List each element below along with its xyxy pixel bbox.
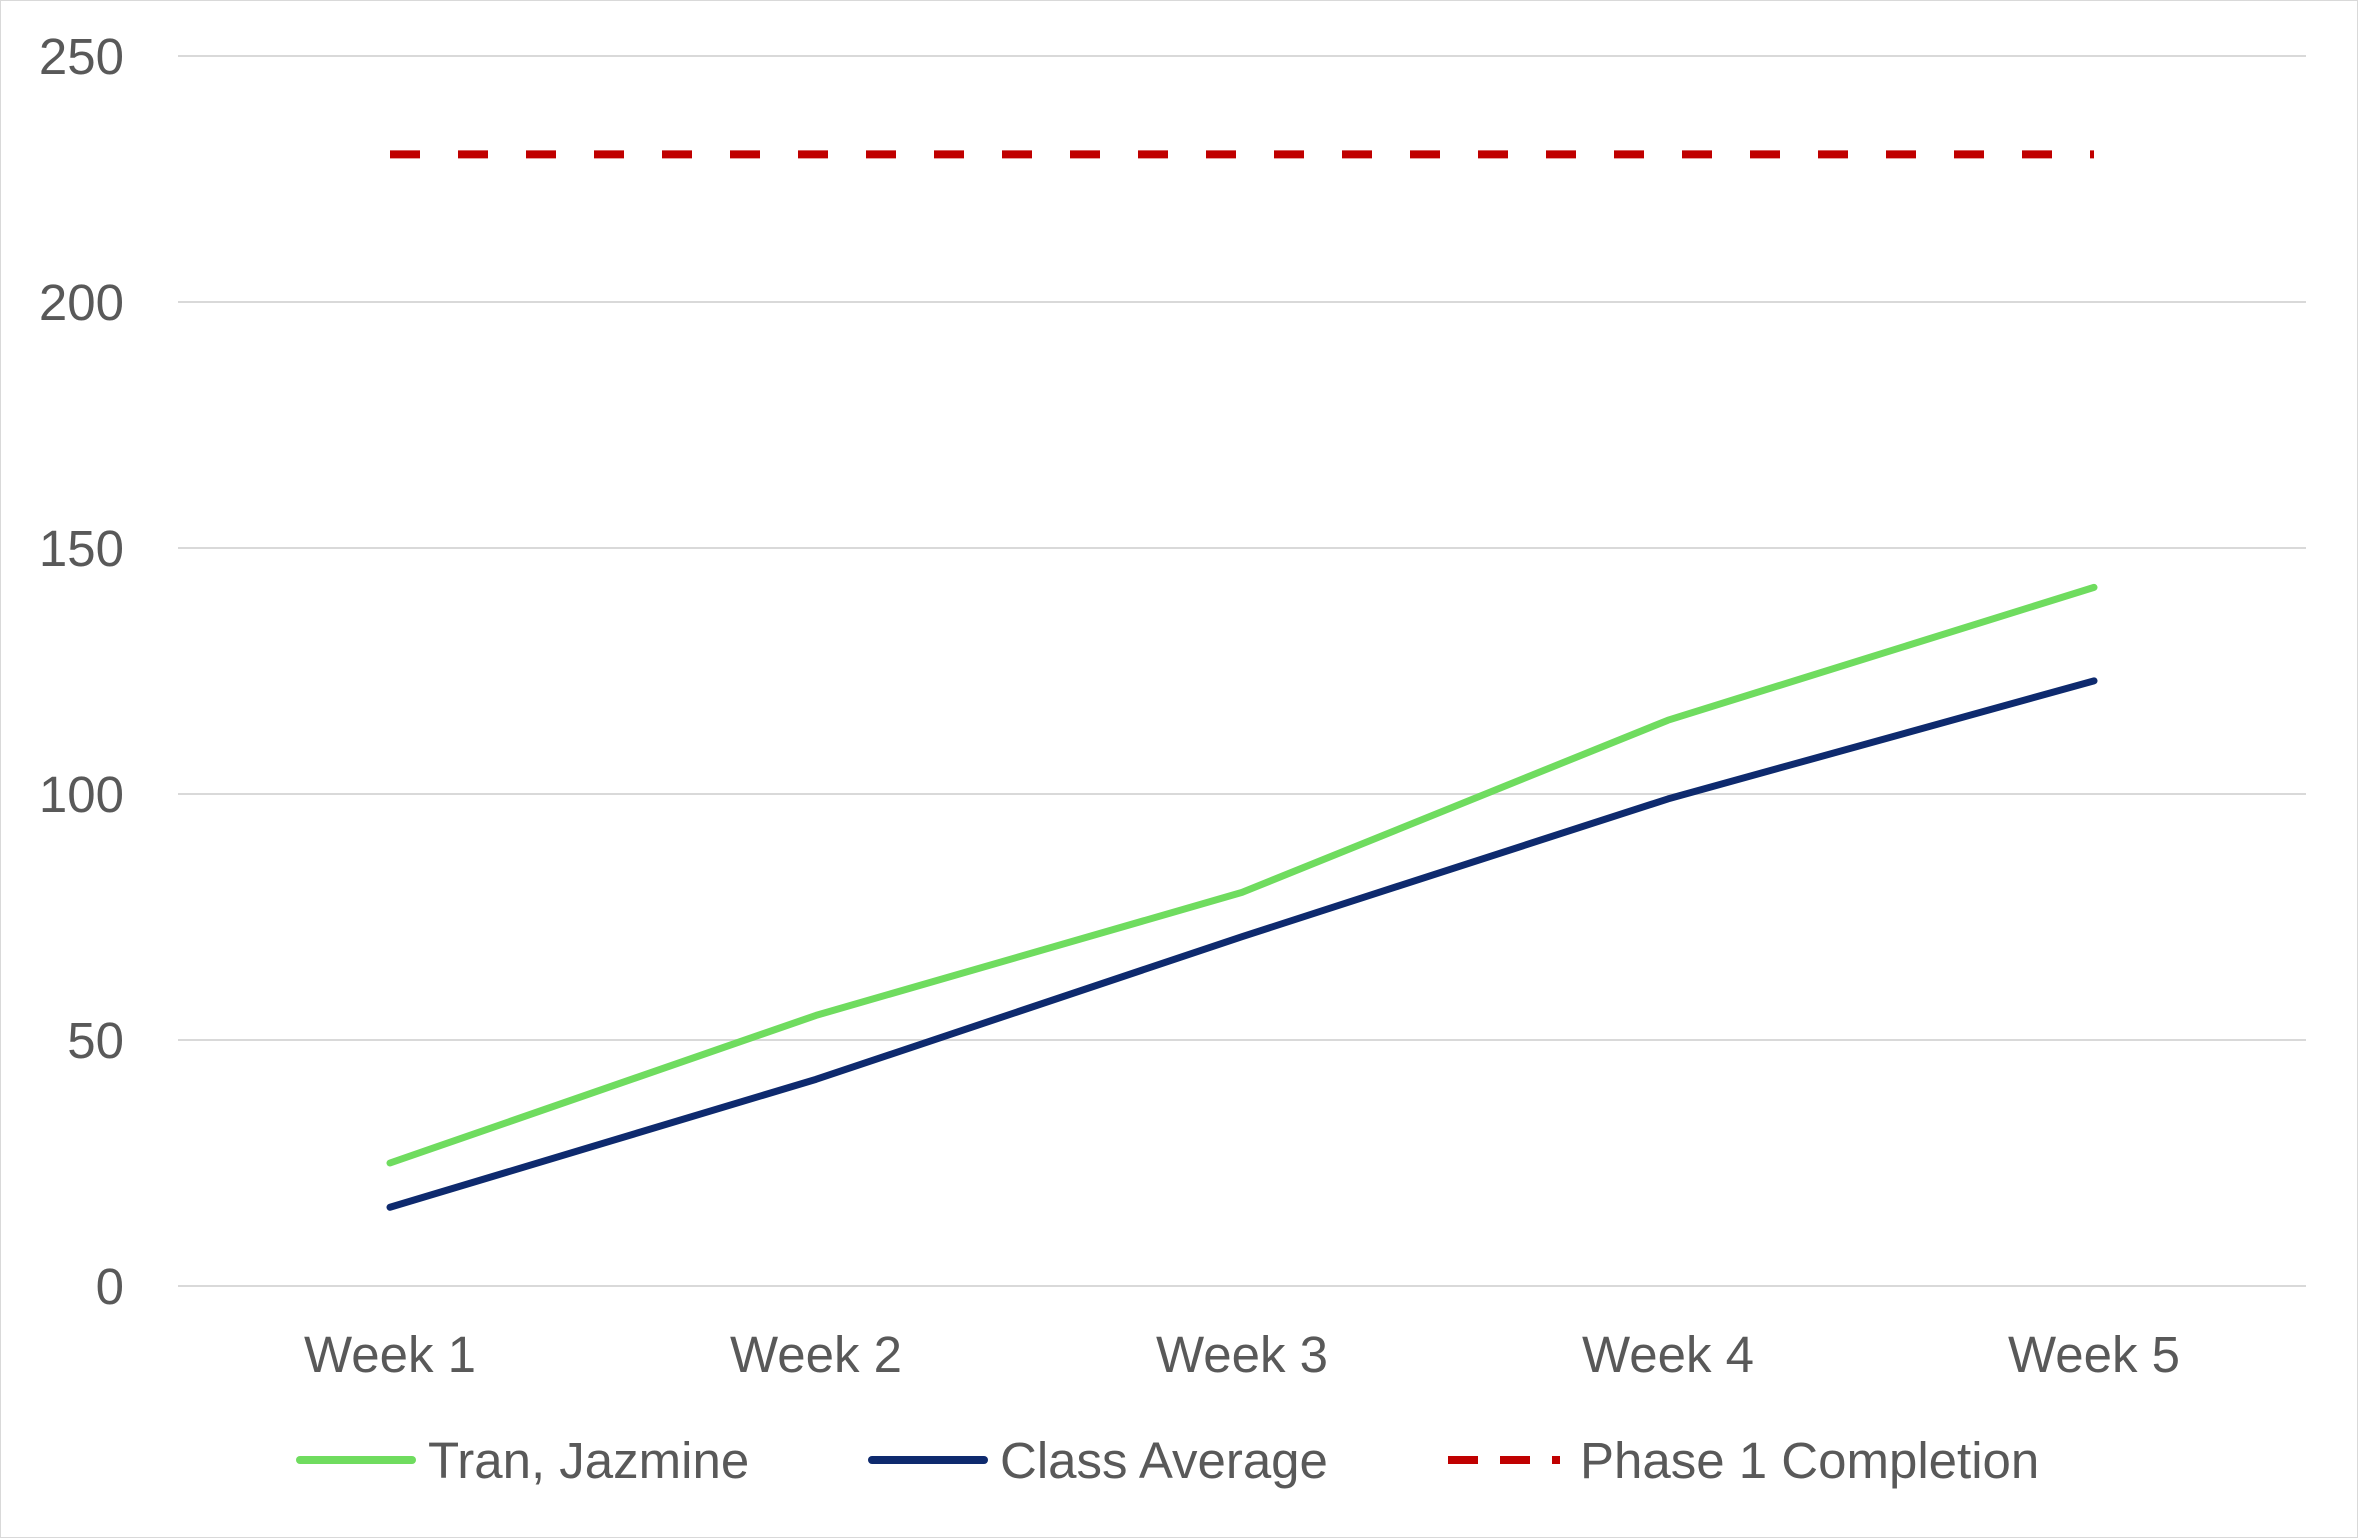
- x-axis-ticks: Week 1 Week 2 Week 3 Week 4 Week 5: [304, 1326, 2180, 1383]
- x-tick-label: Week 5: [2008, 1326, 2180, 1383]
- legend: Tran, Jazmine Class Average Phase 1 Comple…: [296, 1432, 2039, 1489]
- legend-label: Tran, Jazmine: [428, 1432, 749, 1489]
- x-tick-label: Week 2: [730, 1326, 902, 1383]
- y-tick-label: 250: [39, 28, 124, 85]
- y-tick-label: 200: [39, 274, 124, 331]
- y-axis-ticks: 0 50 100 150 200 250: [39, 28, 124, 1315]
- y-tick-label: 150: [39, 520, 124, 577]
- series-line-1: [386, 677, 2098, 1211]
- series-line-0: [386, 583, 2098, 1167]
- x-tick-label: Week 3: [1156, 1326, 1328, 1383]
- y-tick-label: 50: [67, 1012, 124, 1069]
- y-tick-label: 0: [96, 1258, 124, 1315]
- legend-label: Phase 1 Completion: [1580, 1432, 2039, 1489]
- legend-label: Class Average: [1000, 1432, 1328, 1489]
- gridlines: [178, 55, 2306, 1287]
- y-tick-label: 100: [39, 766, 124, 823]
- series-lines: [386, 150, 2098, 1211]
- x-tick-label: Week 1: [304, 1326, 476, 1383]
- x-tick-label: Week 4: [1582, 1326, 1754, 1383]
